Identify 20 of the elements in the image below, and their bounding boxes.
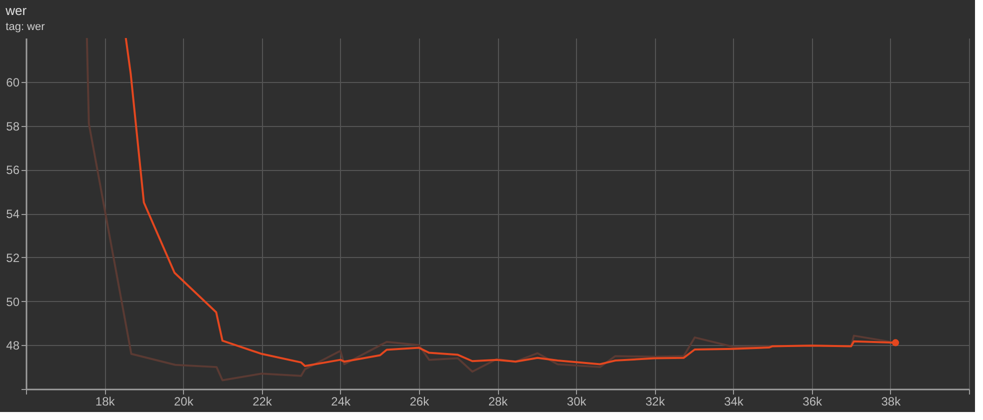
y-tick-label: 60 <box>6 75 20 90</box>
x-tick-label: 32k <box>645 394 666 408</box>
x-tick-label: 38k <box>881 394 902 408</box>
x-tick-label: 22k <box>252 394 273 408</box>
y-tick-label: 50 <box>6 294 20 309</box>
x-tick-label: 24k <box>331 394 352 408</box>
x-tick-label: 26k <box>410 394 430 408</box>
x-tick-label: 18k <box>95 394 116 408</box>
x-tick-label: 34k <box>724 394 744 408</box>
y-tick-label: 56 <box>6 163 20 178</box>
x-tick-label: 30k <box>566 394 588 408</box>
y-tick-label: 52 <box>6 250 20 265</box>
x-tick-label: 28k <box>488 394 509 408</box>
y-tick-label: 54 <box>6 207 20 221</box>
y-tick-label: 58 <box>6 119 20 134</box>
x-tick-label: 36k <box>802 394 823 408</box>
chart-title: wer <box>4 3 28 18</box>
y-tick-label: 48 <box>6 338 20 353</box>
x-tick-label: 20k <box>174 394 194 408</box>
chart-subtitle: tag: wer <box>6 21 46 33</box>
